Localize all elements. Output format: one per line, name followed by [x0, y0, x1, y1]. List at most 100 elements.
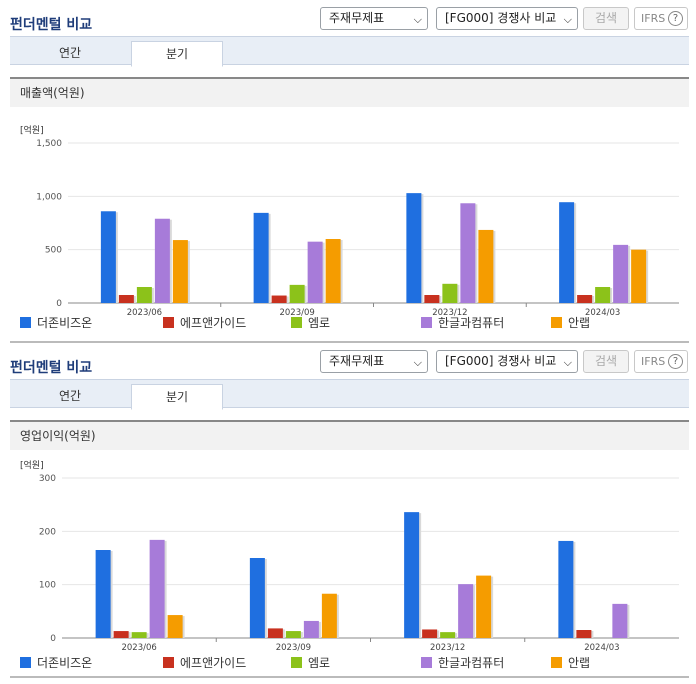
search-button[interactable]: 검색	[583, 350, 629, 373]
x-tick-label: 2023/12	[430, 643, 465, 653]
bar	[460, 203, 476, 303]
question-icon: ?	[668, 354, 683, 369]
y-tick-label: 0	[50, 634, 56, 644]
bar	[422, 629, 438, 638]
legend-label: 에프앤가이드	[180, 316, 247, 330]
legend-label: 한글과컴퓨터	[438, 316, 505, 330]
operating-profit-bar-chart: [억원] 0 100 200 300 2023/06 2023/09 2023/12 2024/…	[20, 459, 679, 653]
bar	[476, 575, 492, 638]
bar	[559, 202, 575, 303]
legend-item[interactable]: 에프앤가이드	[163, 654, 246, 671]
legend-swatch	[551, 657, 562, 668]
bar	[612, 603, 628, 638]
bar	[558, 540, 574, 638]
tab-annual[interactable]: 연간	[58, 389, 82, 403]
peer-group-select[interactable]: [FG000] 경쟁사 비교 ⌵	[436, 7, 578, 30]
legend-item[interactable]: 에프앤가이드	[163, 314, 246, 331]
legend-label: 한글과컴퓨터	[438, 656, 505, 670]
bar	[325, 239, 341, 303]
bar	[442, 283, 458, 303]
x-tick-label: 2023/09	[276, 643, 311, 653]
bar	[95, 550, 111, 638]
legend-swatch	[291, 317, 302, 328]
legend-item[interactable]: 더존비즈온	[20, 654, 92, 671]
statement-select[interactable]: 주재무제표 ⌵	[320, 350, 428, 373]
peer-group-select-value: [FG000] 경쟁사 비교	[445, 11, 557, 25]
legend-label: 에프앤가이드	[180, 656, 247, 670]
panel-title: 펀더멘털 비교	[10, 17, 93, 33]
legend-label: 더존비즈온	[37, 656, 93, 670]
bar	[267, 628, 283, 638]
peer-group-select-value: [FG000] 경쟁사 비교	[445, 354, 557, 368]
question-icon: ?	[668, 11, 683, 26]
legend-label: 엠로	[308, 656, 331, 670]
tab-quarterly[interactable]: 분기	[131, 41, 223, 67]
legend-swatch	[20, 317, 31, 328]
bar	[303, 620, 319, 638]
panel-title: 펀더멘털 비교	[10, 360, 93, 376]
bar	[631, 249, 647, 303]
bar	[249, 558, 265, 638]
y-unit-label: [억원]	[20, 459, 44, 471]
bar	[406, 193, 422, 303]
legend-swatch	[163, 657, 174, 668]
panel-header: 펀더멘털 비교 주재무제표 ⌵ [FG000] 경쟁사 비교 ⌵ 검색 IFRS…	[0, 349, 696, 381]
ifrs-label: IFRS	[641, 355, 666, 368]
chevron-down-icon: ⌵	[413, 13, 422, 26]
bar	[149, 539, 165, 638]
bar	[321, 593, 337, 638]
bar	[167, 615, 183, 638]
y-tick-label: 200	[39, 527, 56, 537]
fundamental-panel-revenue: 펀더멘털 비교 주재무제표 ⌵ [FG000] 경쟁사 비교 ⌵ 검색 IFRS…	[0, 6, 696, 346]
tab-quarterly[interactable]: 분기	[131, 384, 223, 410]
ifrs-help-button[interactable]: IFRS ?	[634, 350, 688, 373]
legend-swatch	[551, 317, 562, 328]
peer-group-select[interactable]: [FG000] 경쟁사 비교 ⌵	[436, 350, 578, 373]
legend-label: 엠로	[308, 316, 331, 330]
tab-annual[interactable]: 연간	[58, 46, 82, 60]
legend-swatch	[291, 657, 302, 668]
bar	[100, 211, 116, 303]
bar	[440, 632, 456, 638]
search-button[interactable]: 검색	[583, 7, 629, 30]
y-tick-label: 1,000	[36, 192, 62, 202]
period-tabs: 연간 분기	[10, 379, 689, 410]
bar	[577, 295, 593, 303]
legend-label: 안랩	[568, 656, 591, 670]
ifrs-help-button[interactable]: IFRS ?	[634, 7, 688, 30]
bar	[613, 244, 629, 303]
ifrs-label: IFRS	[641, 12, 666, 25]
bar	[404, 512, 420, 638]
bar	[136, 287, 152, 303]
bar	[271, 295, 287, 303]
bar	[172, 240, 188, 303]
legend-item[interactable]: 엠로	[291, 654, 330, 671]
statement-select-value: 주재무제표	[329, 354, 385, 368]
bar	[289, 284, 305, 303]
statement-select-value: 주재무제표	[329, 11, 385, 25]
legend-item[interactable]: 안랩	[551, 654, 590, 671]
bar	[118, 295, 134, 303]
revenue-bar-chart: [억원] 0 500 1,000 1,500 2023/06 2023/09 2023/12 2…	[20, 124, 679, 318]
fundamental-panel-operating-profit: 펀더멘털 비교 주재무제표 ⌵ [FG000] 경쟁사 비교 ⌵ 검색 IFRS…	[0, 349, 696, 684]
bar	[424, 295, 440, 303]
bar	[285, 631, 301, 638]
legend-item[interactable]: 더존비즈온	[20, 314, 92, 331]
bar	[154, 218, 170, 303]
x-tick-label: 2024/03	[585, 308, 620, 317]
legend-item[interactable]: 한글과컴퓨터	[421, 314, 504, 331]
y-tick-label: 0	[56, 299, 62, 309]
chart-legend: 더존비즈온 에프앤가이드 엠로 한글과컴퓨터 안랩	[20, 314, 680, 330]
x-tick-label: 2023/12	[432, 308, 467, 317]
legend-swatch	[163, 317, 174, 328]
legend-item[interactable]: 엠로	[291, 314, 330, 331]
bar	[478, 229, 494, 303]
legend-swatch	[20, 657, 31, 668]
y-unit-label: [억원]	[20, 124, 44, 136]
bar	[131, 632, 147, 638]
legend-item[interactable]: 안랩	[551, 314, 590, 331]
legend-item[interactable]: 한글과컴퓨터	[421, 654, 504, 671]
legend-swatch	[421, 657, 432, 668]
statement-select[interactable]: 주재무제표 ⌵	[320, 7, 428, 30]
panel-header: 펀더멘털 비교 주재무제표 ⌵ [FG000] 경쟁사 비교 ⌵ 검색 IFRS…	[0, 6, 696, 38]
